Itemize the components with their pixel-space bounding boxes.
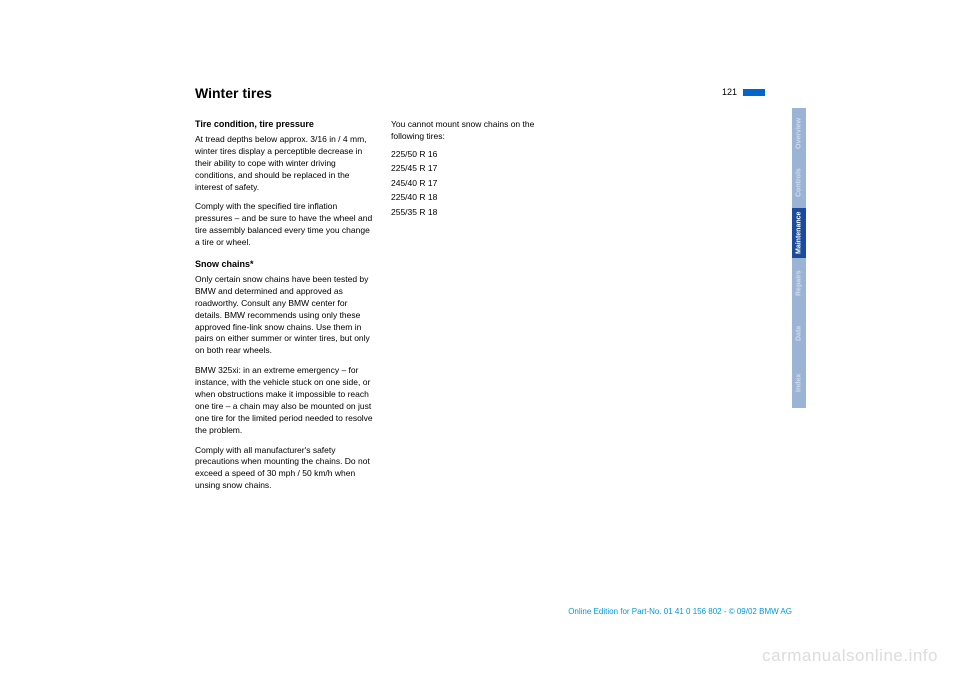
page-title: Winter tires bbox=[195, 85, 272, 101]
tab-overview[interactable]: Overview bbox=[792, 108, 806, 158]
text-columns: Tire condition, tire pressure At tread d… bbox=[195, 119, 765, 500]
paragraph: BMW 325xi: in an extreme emergency – for… bbox=[195, 365, 373, 436]
page-number-box: 121 bbox=[722, 87, 765, 97]
column-middle: You cannot mount snow chains on the foll… bbox=[391, 119, 569, 500]
paragraph: Comply with the specified tire inflation… bbox=[195, 201, 373, 249]
side-nav-tabs: Overview Controls Maintenance Repairs Da… bbox=[792, 108, 806, 408]
column-right bbox=[587, 119, 765, 500]
paragraph: Comply with all manufacturer's safety pr… bbox=[195, 445, 373, 493]
column-left: Tire condition, tire pressure At tread d… bbox=[195, 119, 373, 500]
tire-size: 225/40 R 18 bbox=[391, 190, 569, 204]
footer-edition-note: Online Edition for Part-No. 01 41 0 156 … bbox=[568, 607, 792, 616]
tab-maintenance[interactable]: Maintenance bbox=[792, 208, 806, 258]
page-number: 121 bbox=[722, 87, 737, 97]
tire-size: 225/50 R 16 bbox=[391, 147, 569, 161]
tire-size: 255/35 R 18 bbox=[391, 205, 569, 219]
page-content: Winter tires 121 Tire condition, tire pr… bbox=[195, 85, 765, 500]
tire-size: 245/40 R 17 bbox=[391, 176, 569, 190]
page-header: Winter tires 121 bbox=[195, 85, 765, 101]
tab-index[interactable]: Index bbox=[792, 358, 806, 408]
page-marker-icon bbox=[743, 89, 765, 96]
paragraph: At tread depths below approx. 3/16 in / … bbox=[195, 134, 373, 193]
subhead-tire-condition: Tire condition, tire pressure bbox=[195, 119, 373, 129]
tab-data[interactable]: Data bbox=[792, 308, 806, 358]
paragraph: You cannot mount snow chains on the foll… bbox=[391, 119, 569, 143]
tire-size: 225/45 R 17 bbox=[391, 161, 569, 175]
paragraph: Only certain snow chains have been teste… bbox=[195, 274, 373, 357]
watermark: carmanualsonline.info bbox=[762, 646, 938, 666]
subhead-snow-chains: Snow chains* bbox=[195, 259, 373, 269]
tab-repairs[interactable]: Repairs bbox=[792, 258, 806, 308]
tab-controls[interactable]: Controls bbox=[792, 158, 806, 208]
